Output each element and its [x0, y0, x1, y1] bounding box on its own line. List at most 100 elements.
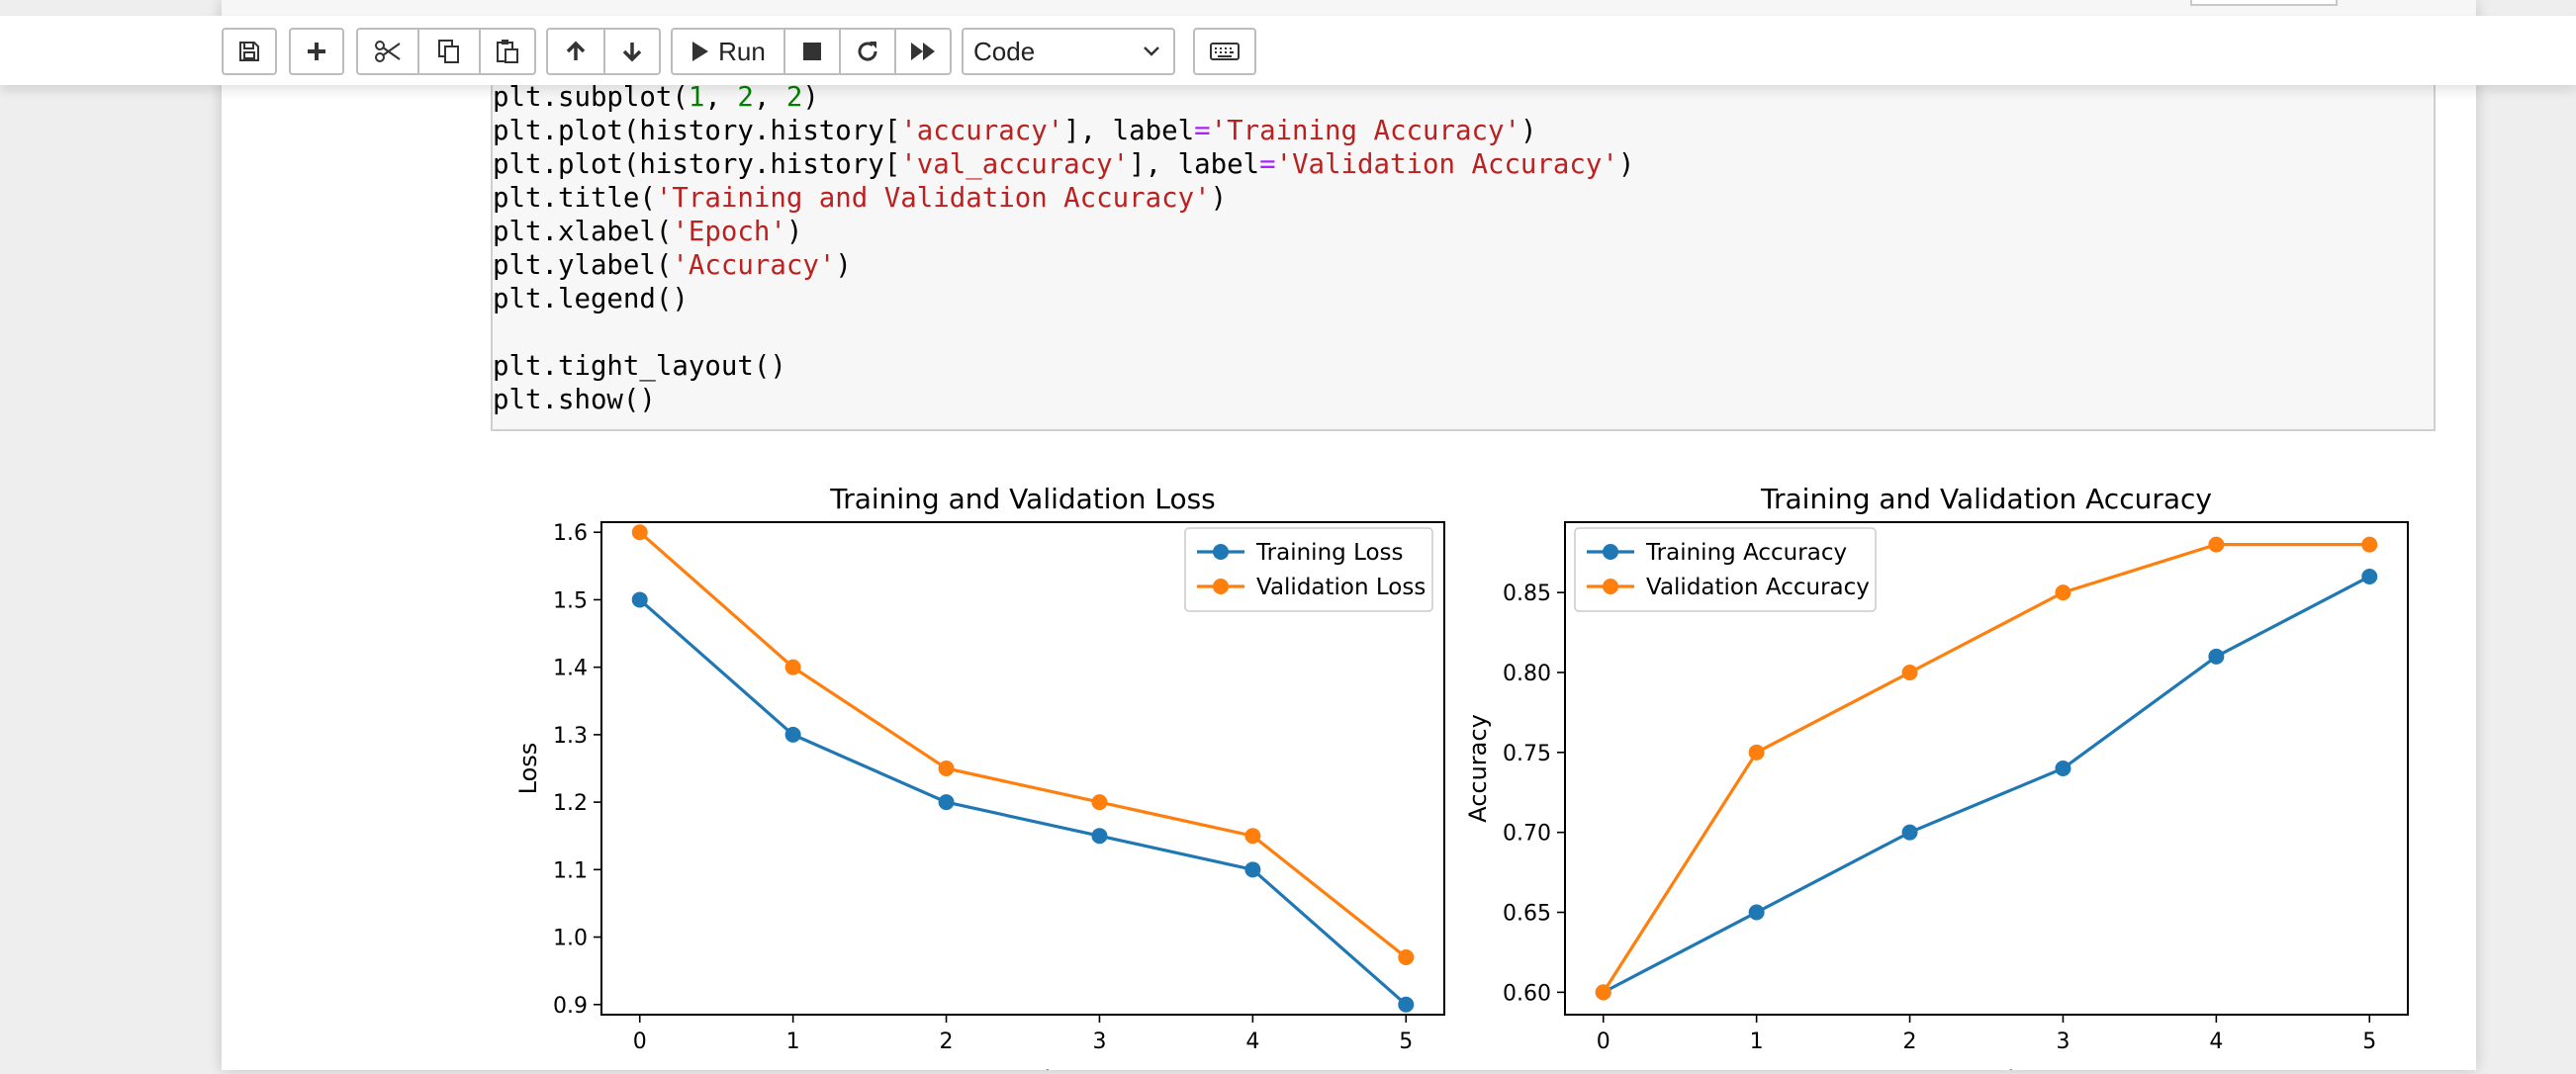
- data-point: [631, 524, 648, 541]
- save-button[interactable]: [222, 28, 277, 75]
- series-line: [638, 531, 1408, 959]
- data-point: [1398, 949, 1415, 966]
- fast-forward-icon: [911, 43, 935, 60]
- data-point: [1748, 904, 1765, 921]
- copy-icon: [438, 40, 459, 63]
- run-button-label: Run: [718, 36, 766, 66]
- cut-button[interactable]: [356, 28, 419, 75]
- data-point: [2055, 761, 2071, 776]
- chevron-down-icon: [1144, 46, 1159, 56]
- y-tick-label: 0.75: [1503, 742, 1551, 766]
- copy-button[interactable]: [419, 28, 481, 75]
- legend-marker: [1603, 544, 1618, 560]
- x-tick-label: 1: [786, 1029, 800, 1054]
- insert-cell-button[interactable]: [289, 28, 344, 75]
- code-line: plt.ylabel('Accuracy'): [493, 250, 852, 281]
- y-tick-label: 0.9: [553, 994, 588, 1019]
- code-line: plt.tight_layout(): [493, 351, 786, 382]
- legend-box: [1184, 527, 1433, 612]
- legend-label: Training Accuracy: [1645, 540, 1847, 566]
- y-tick-label: 1.3: [553, 724, 588, 749]
- code-number: 1: [688, 82, 705, 113]
- cell-type-value: Code: [973, 36, 1036, 66]
- y-tick-label: 0.60: [1503, 981, 1551, 1006]
- y-tick-label: 1.2: [553, 791, 588, 816]
- data-point: [784, 659, 801, 675]
- legend-marker: [1213, 544, 1229, 560]
- move-down-button[interactable]: [605, 28, 661, 75]
- data-point: [1244, 828, 1261, 845]
- legend-marker: [1213, 579, 1229, 594]
- code-string: 'Training and Validation Accuracy': [655, 183, 1211, 214]
- x-tick-label: 4: [2209, 1029, 2223, 1054]
- plus-icon: [308, 43, 325, 60]
- x-axis-label: Epoch: [986, 1066, 1059, 1070]
- y-tick-label: 0.85: [1503, 582, 1551, 606]
- data-point: [1901, 824, 1918, 841]
- legend-label: Training Loss: [1255, 540, 1404, 566]
- keyboard-icon: [1210, 43, 1240, 60]
- scissors-icon: [375, 41, 401, 62]
- legend-marker: [1603, 579, 1618, 594]
- paste-icon: [497, 40, 518, 63]
- series-line: [1602, 543, 2370, 994]
- code-line: plt.plot(history.history['accuracy'], la…: [493, 116, 1537, 146]
- data-point: [631, 591, 648, 608]
- y-tick-label: 1.1: [553, 858, 588, 883]
- code-string: 'Training Accuracy': [1210, 116, 1520, 146]
- code-line: plt.xlabel('Epoch'): [493, 217, 803, 247]
- y-tick-label: 1.4: [553, 657, 588, 681]
- play-icon: [692, 42, 709, 61]
- x-tick-label: 1: [1750, 1029, 1764, 1054]
- legend-label: Validation Loss: [1256, 575, 1426, 600]
- kernel-indicator: [2190, 0, 2338, 6]
- stop-icon: [803, 43, 821, 60]
- interrupt-button[interactable]: [785, 28, 841, 75]
- code-cell-input[interactable]: [491, 85, 2436, 431]
- legend-box: [1574, 527, 1877, 612]
- code-string: 'Validation Accuracy': [1275, 149, 1618, 180]
- data-point: [2208, 648, 2225, 665]
- code-string: 'Accuracy': [672, 250, 836, 281]
- code-cell-source[interactable]: plt.subplot(1, 2, 2) plt.plot(history.hi…: [493, 81, 1634, 417]
- data-point: [1748, 744, 1765, 761]
- data-point: [938, 794, 955, 811]
- y-tick-label: 0.65: [1503, 902, 1551, 927]
- code-number: 2: [785, 82, 803, 113]
- x-tick-label: 0: [1597, 1029, 1610, 1054]
- move-up-button[interactable]: [546, 28, 605, 75]
- restart-run-all-button[interactable]: [896, 28, 952, 75]
- code-operator: =: [1259, 149, 1276, 180]
- restart-icon: [858, 42, 877, 61]
- data-point: [1398, 996, 1415, 1013]
- paste-button[interactable]: [481, 28, 536, 75]
- code-line: plt.plot(history.history['val_accuracy']…: [493, 149, 1635, 180]
- y-tick-label: 0.70: [1503, 822, 1551, 847]
- x-tick-label: 5: [2362, 1029, 2376, 1054]
- restart-button[interactable]: [841, 28, 896, 75]
- cell-type-select[interactable]: Code: [962, 28, 1175, 75]
- y-tick-label: 0.80: [1503, 662, 1551, 686]
- x-tick-label: 3: [2056, 1029, 2070, 1054]
- data-point: [2361, 536, 2378, 553]
- command-palette-button[interactable]: [1193, 28, 1256, 75]
- chart-title: Training and Validation Accuracy: [1760, 483, 2212, 515]
- code-number: 2: [737, 82, 754, 113]
- notebook-toolbar: Run Code: [0, 16, 2576, 85]
- y-axis-label: Loss: [514, 743, 542, 795]
- code-line: plt.subplot(1, 2, 2): [493, 82, 819, 113]
- run-button[interactable]: Run: [671, 28, 785, 75]
- code-string: 'accuracy': [900, 116, 1064, 146]
- save-icon: [239, 42, 259, 61]
- y-tick-label: 1.6: [553, 521, 588, 546]
- code-line: plt.title('Training and Validation Accur…: [493, 183, 1228, 214]
- data-point: [2055, 584, 2071, 601]
- code-string: 'val_accuracy': [900, 149, 1130, 180]
- legend-label: Validation Accuracy: [1646, 575, 1870, 600]
- data-point: [2208, 536, 2225, 553]
- code-string: 'Epoch': [672, 217, 786, 247]
- arrow-down-icon: [622, 43, 642, 62]
- x-tick-label: 2: [1903, 1029, 1917, 1054]
- x-axis-label: Epoch: [1950, 1066, 2023, 1070]
- series-line: [638, 598, 1408, 1006]
